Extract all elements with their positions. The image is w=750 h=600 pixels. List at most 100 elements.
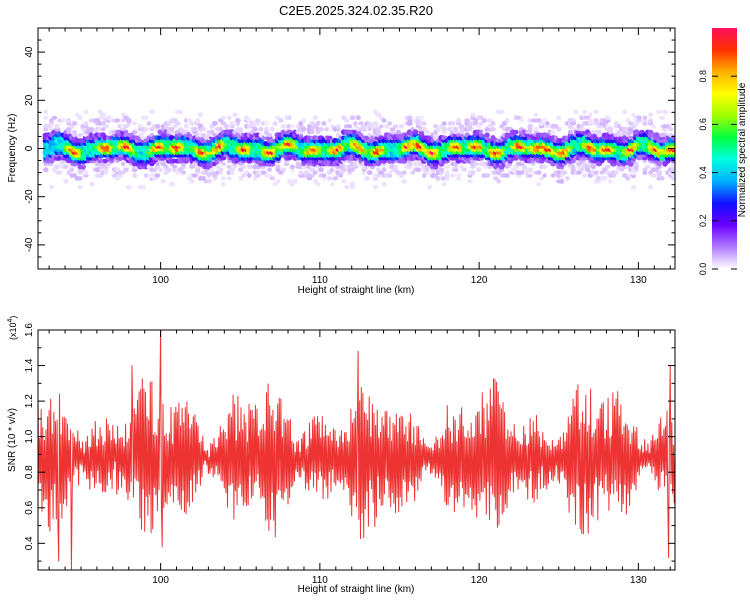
spectrogram-cell <box>174 121 181 126</box>
spectrogram-cell <box>255 118 261 123</box>
spectrogram-cell <box>315 120 321 126</box>
colorbar-tick-label: 0.4 <box>698 166 708 179</box>
spectrogram-cell <box>659 115 665 120</box>
spectrogram-cell <box>66 118 72 123</box>
spectrogram-cell <box>533 112 539 117</box>
spectrogram-cell <box>438 167 445 172</box>
spectrogram-cell <box>401 170 407 175</box>
spectrogram-cell <box>349 181 356 187</box>
spectrogram-cell <box>375 167 381 172</box>
snr-xtick-label: 130 <box>630 575 647 586</box>
spectrogram-cell <box>625 176 631 181</box>
spectrogram-cell <box>631 112 636 117</box>
spectrogram-cell <box>496 179 502 184</box>
spectrogram-cell <box>275 179 281 184</box>
snr-ytick-label: 1.2 <box>24 394 35 408</box>
spectrogram-cell <box>301 118 307 123</box>
spectrogram-cell <box>622 109 628 115</box>
spectrogram-cell <box>324 127 330 132</box>
spectrogram-cell <box>321 121 327 126</box>
spectrogram-cell <box>125 117 132 124</box>
spectrogram-cell <box>330 181 335 187</box>
spectrogram-cell <box>169 127 175 132</box>
spectrogram-cell <box>143 115 149 120</box>
spectrogram-cell <box>645 164 651 169</box>
spectrogram-cell <box>264 126 269 132</box>
spectrogram-cell <box>138 132 143 138</box>
spectrogram-cell <box>318 167 324 173</box>
spectrogram-cell <box>398 123 405 129</box>
spectrogram-cell <box>393 124 398 129</box>
spectrogram-cell <box>375 127 382 132</box>
spectrogram-cell <box>123 129 129 135</box>
spectrogram-cell <box>168 129 175 135</box>
spectrogram-cell <box>326 176 333 181</box>
spectrogram-cell <box>287 115 292 120</box>
spectrogram-cell <box>671 173 675 178</box>
spectrogram-cell <box>542 173 547 178</box>
snr-ytick-label: 1.0 <box>24 429 35 443</box>
colorbar-tick-label: 0.6 <box>698 118 708 131</box>
spectrogram-cell <box>527 123 533 129</box>
spectrogram-cell <box>71 120 78 126</box>
spectrogram-cell <box>662 109 668 115</box>
spectrogram-cell <box>415 167 422 173</box>
snr-scale-label: (x104) <box>7 316 18 340</box>
spectrogram-cell <box>289 164 295 170</box>
spectrogram-cell <box>579 124 585 129</box>
spectrogram-cell <box>625 118 630 123</box>
spectrogram-cell <box>421 121 427 126</box>
spectrogram-cell <box>270 126 275 132</box>
spectrogram-cell <box>123 167 129 172</box>
spectrogram-cell <box>75 112 80 118</box>
spectrogram-cell <box>608 179 613 184</box>
figure-title: C2E5.2025.324.02.35.R20 <box>279 3 433 18</box>
spectrogram-cell <box>43 167 49 173</box>
spectrogram-cell <box>613 121 619 126</box>
spectrogram-cell <box>258 126 264 132</box>
spectrogram-cell <box>83 124 89 129</box>
colorbar-gradient <box>712 28 737 269</box>
spectrogram-cell <box>570 118 576 123</box>
spectrogram-ytick-label: 0 <box>24 145 35 151</box>
spectrogram-cell <box>533 126 539 132</box>
spectrogram-cell <box>470 170 476 176</box>
spectrogram-cell <box>395 129 402 135</box>
spectrogram-cell <box>418 115 425 121</box>
spectrogram-cell <box>310 173 315 178</box>
spectrogram-cell <box>513 129 519 135</box>
spectrogram-cell <box>593 170 599 175</box>
spectrogram-cell <box>656 109 663 115</box>
spectrogram-cell <box>120 170 126 175</box>
spectrogram-cell <box>275 164 281 169</box>
spectrogram-cell <box>387 170 393 175</box>
spectrogram-cell <box>77 170 83 175</box>
spectrogram-cell <box>166 167 172 173</box>
spectrogram-cell <box>593 118 599 123</box>
spectrogram-cell <box>197 112 204 118</box>
spectrogram-cell <box>103 164 109 169</box>
spectrogram-cell <box>71 130 78 135</box>
spectrogram-ytick-label: -40 <box>24 237 35 252</box>
spectrogram-cell <box>387 121 393 126</box>
spectrogram-cell <box>636 115 642 120</box>
snr-xtick-label: 120 <box>471 575 488 586</box>
spectrogram-cell <box>412 129 419 135</box>
spectrogram-cell <box>459 164 464 169</box>
spectrogram-cell <box>349 115 356 121</box>
spectrogram-cell <box>154 123 161 129</box>
spectrogram-cell <box>556 170 562 175</box>
spectrogram-cell <box>77 115 83 121</box>
spectrogram-cell <box>490 121 496 126</box>
spectrogram-cell <box>456 118 461 123</box>
spectrogram-cell <box>63 178 69 184</box>
snr-axes: 100 110 120 130 0.4 0.6 0.8 1.0 1.2 1.4 1.6 <box>24 323 675 586</box>
spectrogram-cell <box>266 167 272 172</box>
spectrogram-cell <box>148 109 155 114</box>
spectrogram-cell <box>77 133 83 137</box>
spectrogram-cell <box>518 118 525 123</box>
snr-xlabel: Height of straight line (km) <box>298 584 415 595</box>
spectrogram-xtick-label: 100 <box>152 275 169 286</box>
spectrogram-cell <box>481 118 488 123</box>
spectrogram-cell <box>149 127 155 132</box>
